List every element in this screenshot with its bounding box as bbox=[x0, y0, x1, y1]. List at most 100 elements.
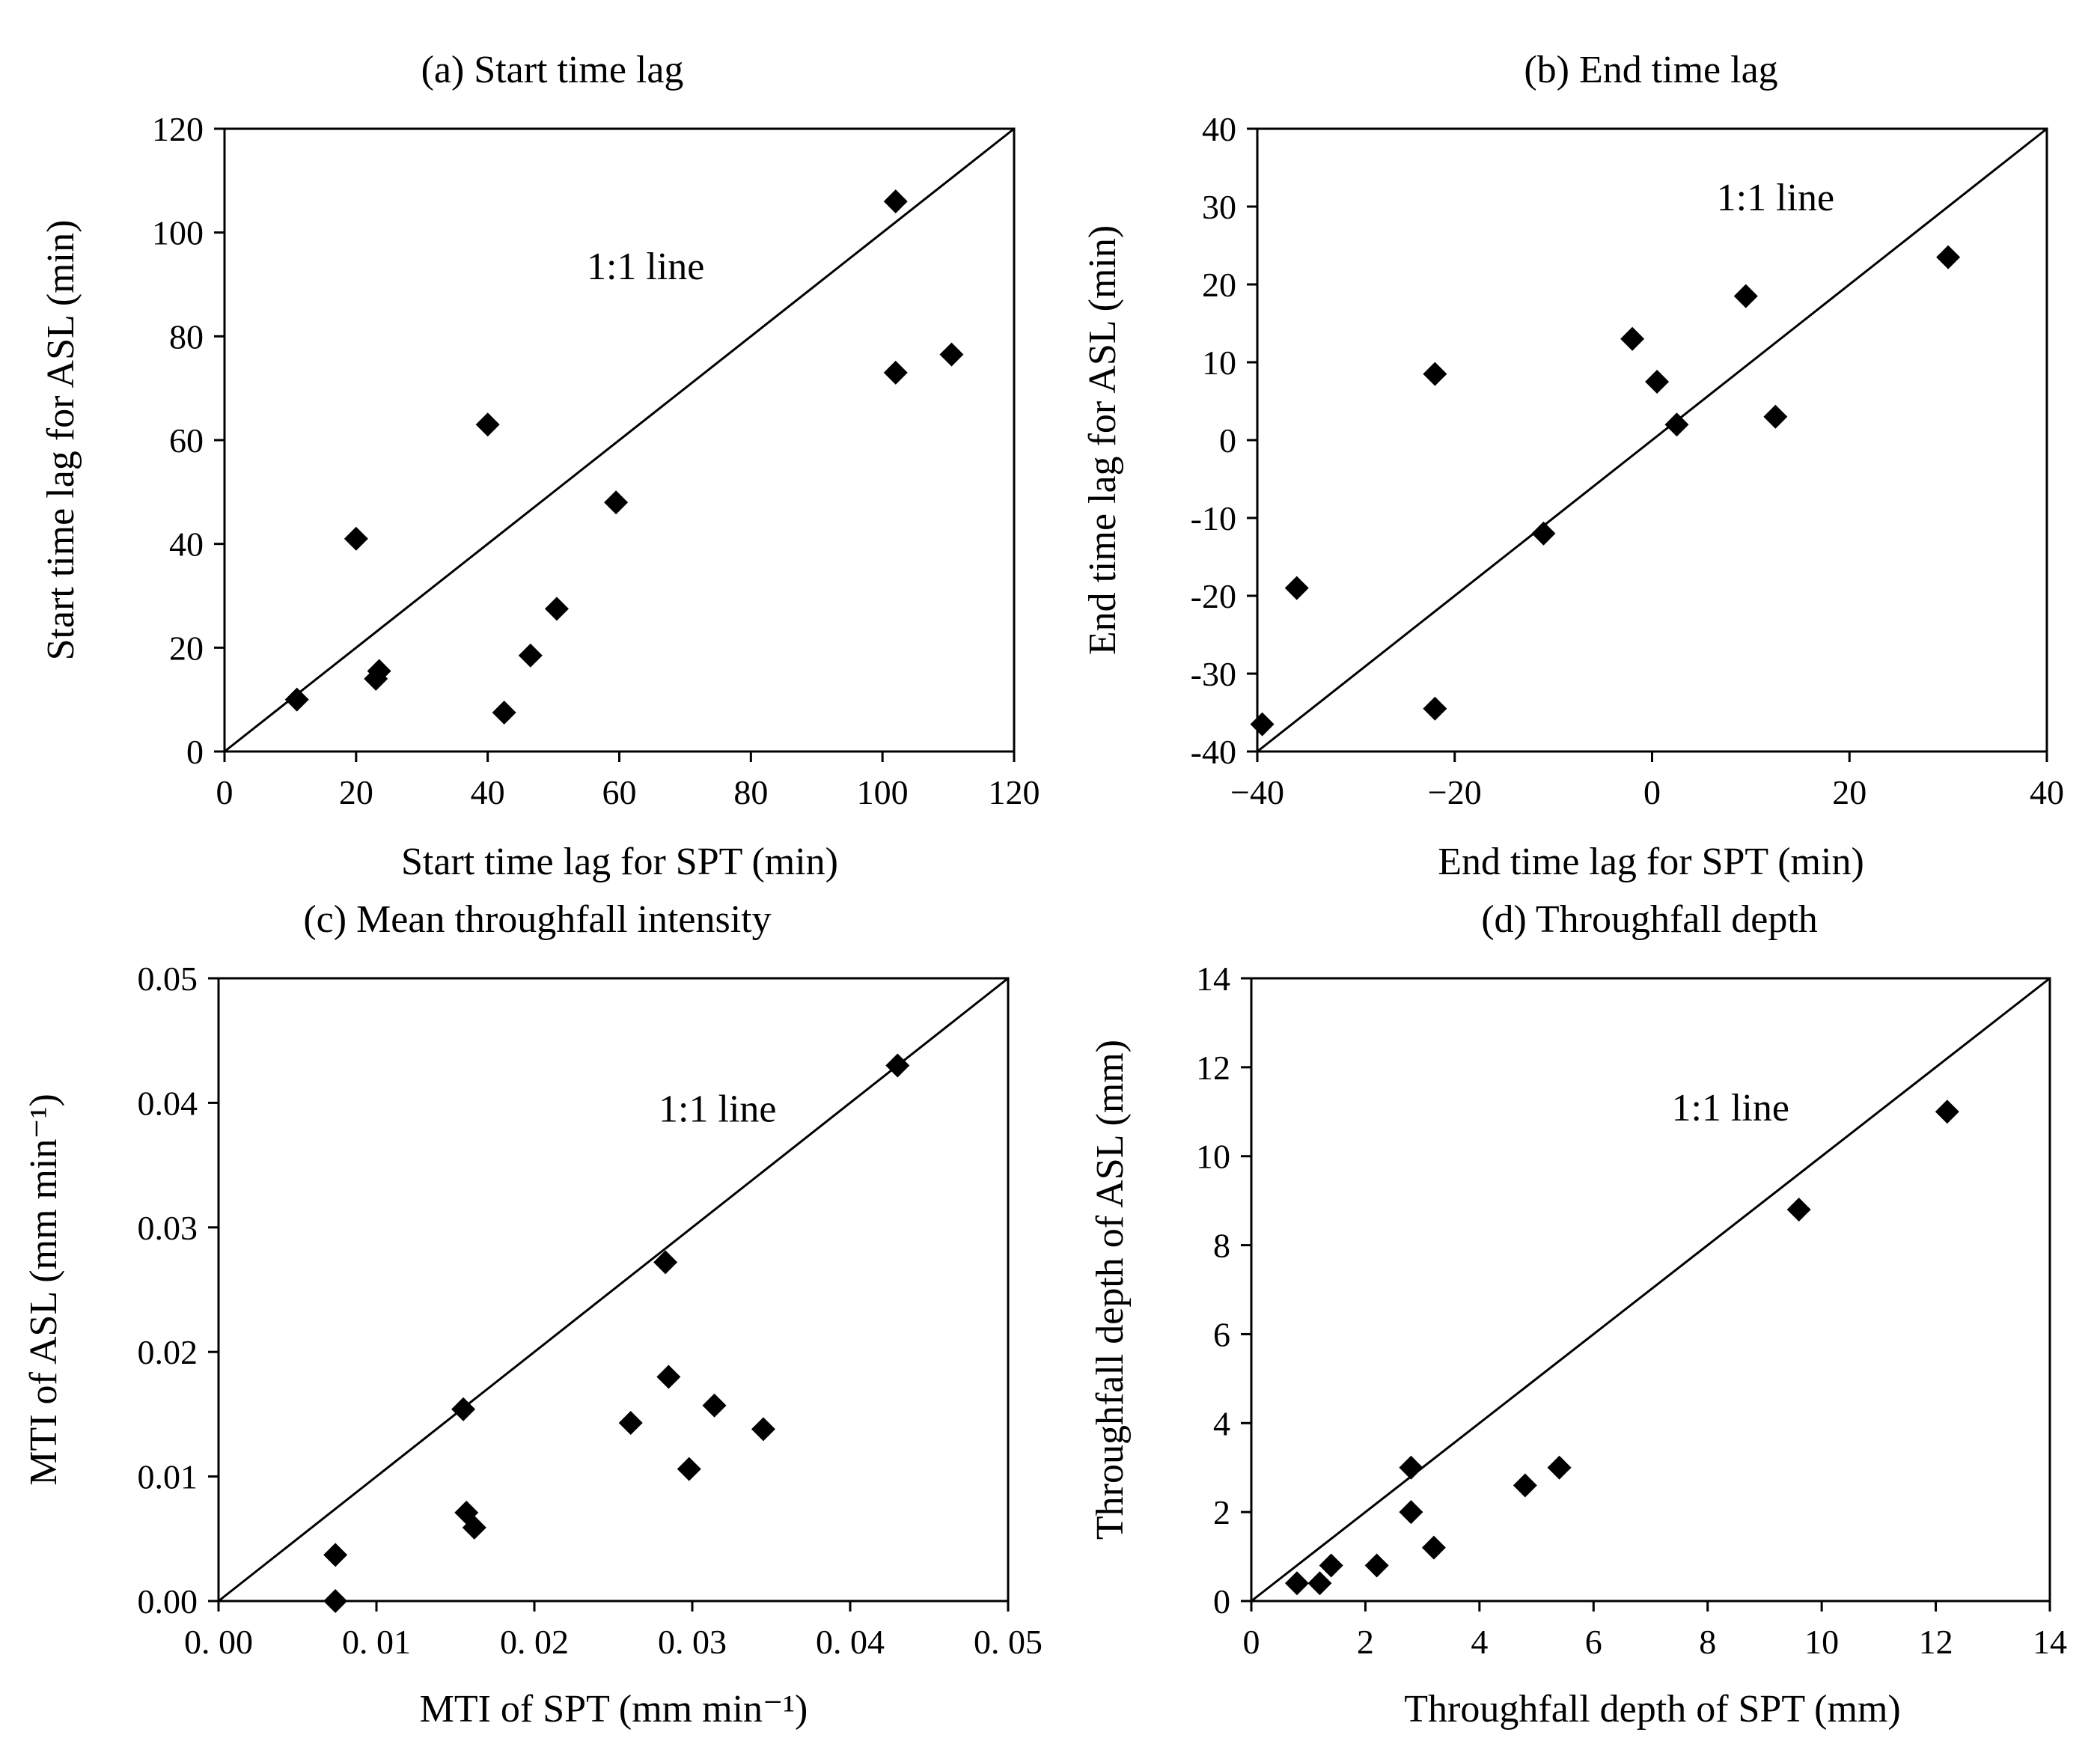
panel-c-xtick-label-0: 0. 00 bbox=[184, 1623, 253, 1661]
panel-c-y-axis-label: MTI of ASL (mm min⁻¹) bbox=[22, 1094, 65, 1486]
panel-d-point-2 bbox=[1319, 1553, 1343, 1578]
panel-c-ytick-label-1: 0.01 bbox=[138, 1458, 198, 1496]
panel-a-point-9 bbox=[883, 189, 908, 214]
panel-b-ytick-marks bbox=[1247, 127, 1257, 753]
panel-d-point-10 bbox=[1935, 1100, 1959, 1124]
panel-a-ytick-labels: 0 20 40 60 80 100 120 bbox=[152, 110, 204, 771]
panel-d-points bbox=[1284, 1100, 1959, 1596]
panel-c-point-4 bbox=[462, 1515, 486, 1540]
panel-a-plot-area: 0 20 40 60 80 100 120 0 20 40 60 80 100 120 1:1 line bbox=[152, 110, 1040, 811]
panel-a-xtick-label-3: 60 bbox=[602, 773, 637, 811]
panel-b: (b) End time lag −40 −20 0 20 40 -40 -30 -20 -1… bbox=[1081, 49, 2064, 883]
panel-b-xtick-marks bbox=[1256, 751, 2048, 762]
panel-b-x-axis-label: End time lag for SPT (min) bbox=[1438, 841, 1864, 883]
panel-b-point-9 bbox=[1763, 404, 1788, 429]
panel-d-ytick-label-3: 6 bbox=[1213, 1315, 1230, 1353]
panel-d-ytick-label-1: 2 bbox=[1213, 1493, 1230, 1531]
panel-d-xtick-labels: 0 2 4 6 8 10 12 14 bbox=[1243, 1623, 2068, 1661]
panel-b-points bbox=[1250, 245, 1961, 737]
panel-a-ytick-label-2: 40 bbox=[169, 525, 204, 564]
panel-c-ytick-label-5: 0.05 bbox=[138, 960, 198, 998]
panel-d-plot-area: 0 2 4 6 8 10 12 14 0 2 4 6 8 10 12 14 1:1 line bbox=[1196, 960, 2067, 1661]
panel-b-point-6 bbox=[1645, 370, 1670, 394]
panel-a-points bbox=[284, 189, 964, 725]
panel-d-ytick-marks bbox=[1241, 977, 1251, 1603]
panel-c: (c) Mean throughfall intensity 0. 00 0. 0… bbox=[22, 898, 1043, 1731]
panel-a-point-5 bbox=[492, 701, 516, 725]
panel-b-xtick-label-2: 0 bbox=[1643, 773, 1661, 811]
panel-a-point-10 bbox=[883, 360, 908, 385]
panel-a-ytick-label-0: 0 bbox=[186, 733, 204, 771]
panel-b-point-8 bbox=[1733, 284, 1758, 308]
panel-b-plot-area: −40 −20 0 20 40 -40 -30 -20 -10 0 10 20 30 40 1:1 li… bbox=[1191, 110, 2064, 811]
panel-d-xtick-label-1: 2 bbox=[1357, 1623, 1374, 1661]
panel-b-xtick-label-3: 20 bbox=[1832, 773, 1867, 811]
panel-a-xtick-label-1: 20 bbox=[339, 773, 373, 811]
panel-c-point-10 bbox=[751, 1417, 775, 1442]
panel-b-point-0 bbox=[1250, 712, 1275, 737]
panel-c-line-label: 1:1 line bbox=[659, 1088, 776, 1130]
panel-a-x-axis-label: Start time lag for SPT (min) bbox=[401, 841, 838, 883]
panel-a-ytick-label-3: 60 bbox=[169, 421, 204, 460]
panel-d-xtick-label-4: 8 bbox=[1699, 1623, 1716, 1661]
panel-b-line-label: 1:1 line bbox=[1717, 177, 1834, 219]
panel-c-ytick-label-3: 0.03 bbox=[138, 1209, 198, 1247]
panel-c-xtick-labels: 0. 00 0. 01 0. 02 0. 03 0. 04 0. 05 bbox=[184, 1623, 1043, 1661]
panel-d-xtick-label-5: 10 bbox=[1804, 1623, 1839, 1661]
panel-d-point-1 bbox=[1307, 1571, 1332, 1596]
panel-a-xtick-label-2: 40 bbox=[471, 773, 505, 811]
panel-a-point-11 bbox=[939, 342, 964, 367]
panel-c-title: (c) Mean throughfall intensity bbox=[303, 898, 771, 941]
panel-a-point-3 bbox=[367, 659, 391, 683]
panel-b-ytick-label-8: 40 bbox=[1202, 110, 1236, 148]
panel-c-point-1 bbox=[323, 1589, 348, 1613]
panel-a-xtick-labels: 0 20 40 60 80 100 120 bbox=[216, 773, 1040, 811]
panel-b-xtick-label-4: 40 bbox=[2030, 773, 2064, 811]
panel-d-ytick-label-2: 4 bbox=[1213, 1404, 1230, 1442]
panel-d-one-to-one-line bbox=[1251, 977, 2051, 1603]
panel-c-point-9 bbox=[702, 1393, 727, 1418]
panel-a-xtick-label-6: 120 bbox=[989, 773, 1040, 811]
panel-c-xtick-label-5: 0. 05 bbox=[974, 1623, 1043, 1661]
panel-d-line-label: 1:1 line bbox=[1671, 1087, 1789, 1129]
panel-a-point-1 bbox=[344, 526, 368, 551]
panel-c-point-5 bbox=[618, 1411, 643, 1436]
panel-c-x-axis-label: MTI of SPT (mm min⁻¹) bbox=[420, 1688, 808, 1731]
panel-c-ytick-label-0: 0.00 bbox=[138, 1582, 198, 1620]
panel-a-xtick-label-0: 0 bbox=[216, 773, 233, 811]
panel-c-xtick-label-4: 0. 04 bbox=[816, 1623, 885, 1661]
panel-d-xtick-label-7: 14 bbox=[2033, 1623, 2067, 1661]
panel-b-title: (b) End time lag bbox=[1524, 49, 1777, 91]
panel-b-xtick-label-1: −20 bbox=[1428, 773, 1482, 811]
panel-a-point-4 bbox=[475, 412, 500, 437]
panel-d-frame bbox=[1250, 977, 2051, 1603]
panel-c-ytick-labels: 0.00 0.01 0.02 0.03 0.04 0.05 bbox=[138, 960, 198, 1620]
panel-b-y-axis-label: End time lag for ASL (min) bbox=[1081, 225, 1124, 655]
panel-c-xtick-label-1: 0. 01 bbox=[342, 1623, 411, 1661]
panel-d-point-4 bbox=[1399, 1455, 1423, 1480]
panel-b-ytick-label-7: 30 bbox=[1202, 188, 1236, 226]
panel-b-point-5 bbox=[1620, 326, 1645, 351]
panel-a-point-6 bbox=[518, 643, 543, 668]
panel-c-plot-area: 0. 00 0. 01 0. 02 0. 03 0. 04 0. 05 0.000.010… bbox=[138, 960, 1043, 1661]
panel-b-one-to-one-line bbox=[1257, 127, 2048, 753]
panel-d-xtick-label-3: 6 bbox=[1585, 1623, 1602, 1661]
panel-b-ytick-label-4: 0 bbox=[1219, 421, 1236, 460]
panel-c-point-7 bbox=[656, 1365, 681, 1389]
panel-c-point-2 bbox=[451, 1397, 476, 1421]
panel-d-title: (d) Throughfall depth bbox=[1481, 898, 1818, 941]
panel-b-point-1 bbox=[1284, 576, 1309, 600]
panel-c-points bbox=[323, 1053, 910, 1613]
panel-b-point-3 bbox=[1423, 696, 1447, 721]
panel-a-ytick-label-6: 120 bbox=[152, 110, 204, 148]
panel-d-ytick-label-7: 14 bbox=[1196, 960, 1230, 998]
panel-d-x-axis-label: Throughfall depth of SPT (mm) bbox=[1404, 1688, 1900, 1731]
panel-c-point-6 bbox=[653, 1250, 678, 1275]
panel-c-ytick-label-4: 0.04 bbox=[138, 1084, 198, 1122]
panel-b-point-4 bbox=[1531, 521, 1556, 546]
panel-c-ytick-marks bbox=[208, 977, 219, 1603]
panel-b-point-7 bbox=[1664, 412, 1689, 437]
panel-b-point-10 bbox=[1936, 245, 1961, 269]
panel-d-point-7 bbox=[1513, 1473, 1537, 1498]
panel-d-point-9 bbox=[1786, 1198, 1811, 1222]
